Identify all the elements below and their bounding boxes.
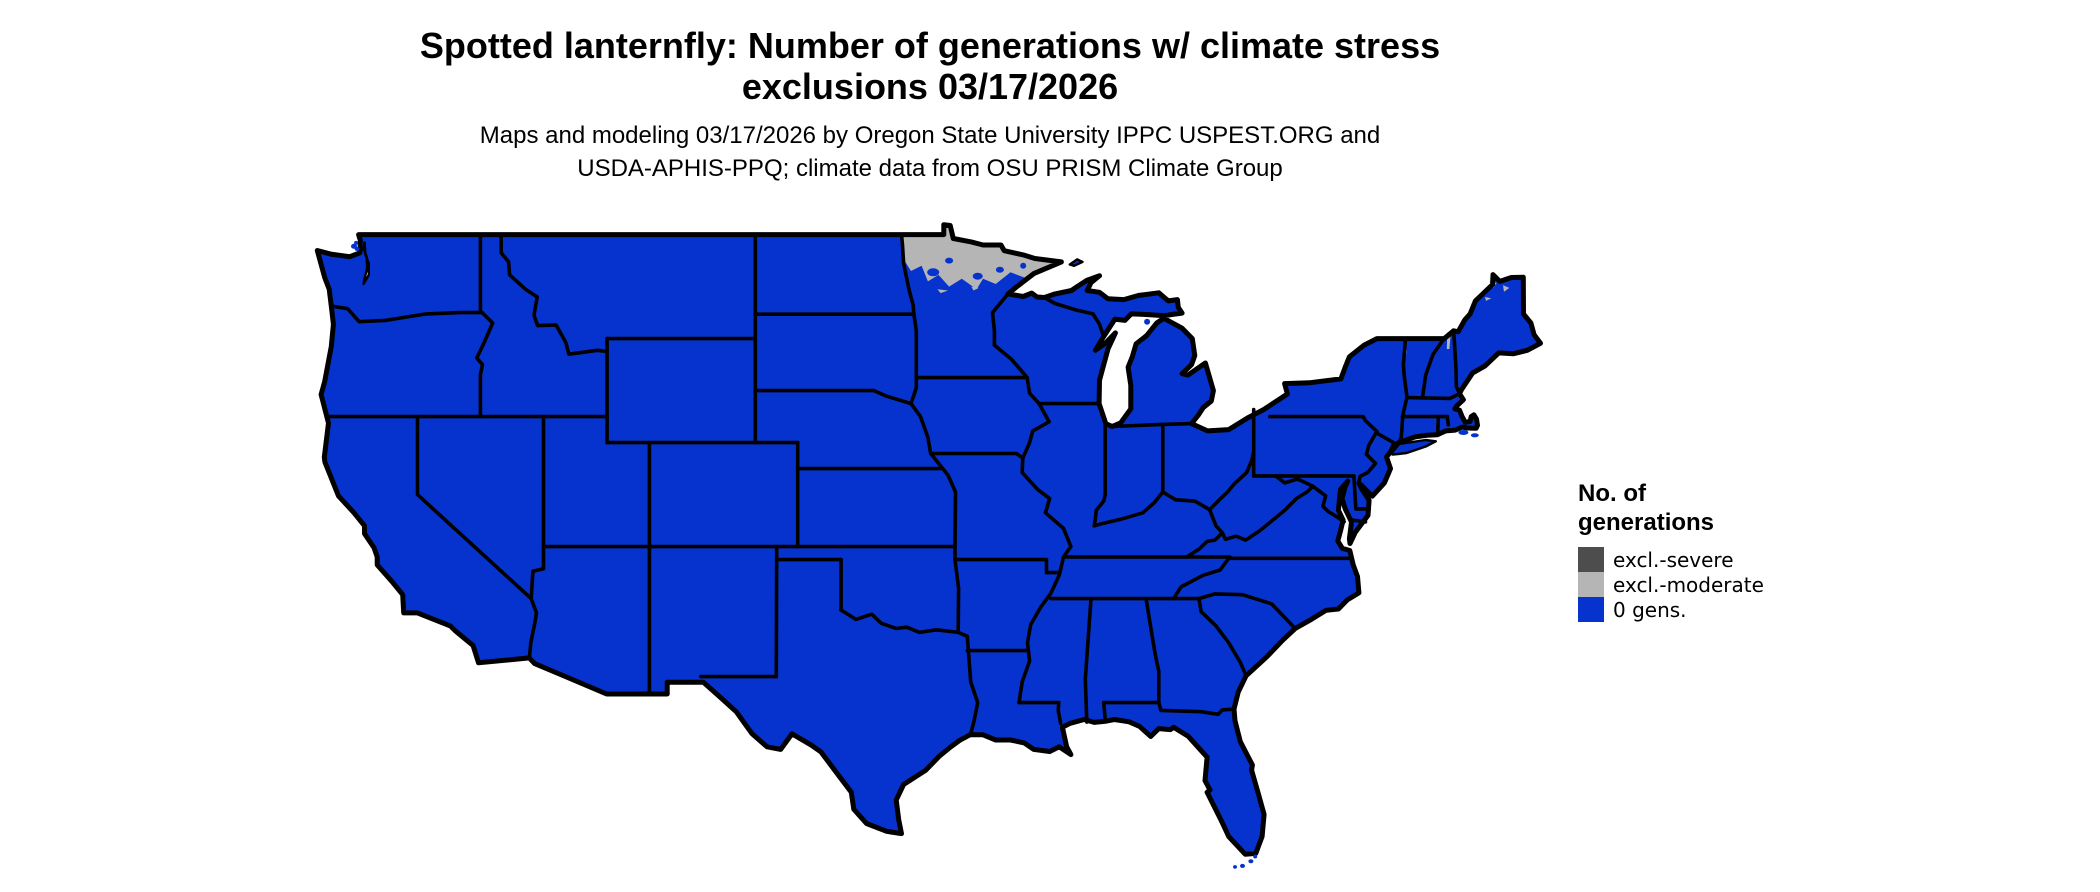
us-outline-stroke — [314, 222, 1543, 857]
excl-moderate-speck — [971, 286, 979, 291]
state-border — [1352, 474, 1372, 511]
state-border — [1268, 414, 1379, 434]
island-dot — [1248, 859, 1254, 864]
us-generations-map — [301, 219, 1551, 885]
state-border — [1101, 700, 1236, 717]
island — [1068, 258, 1084, 267]
state-border — [953, 544, 961, 635]
legend-item-label: excl.-moderate — [1613, 572, 1764, 597]
legend-item-label: 0 gens. — [1613, 597, 1687, 622]
state-border — [415, 414, 539, 660]
island-dot — [1233, 865, 1237, 869]
state-border — [475, 310, 495, 419]
state-border — [1083, 596, 1093, 724]
us-outline-fill — [317, 224, 1541, 855]
state-border — [1220, 484, 1315, 542]
state-border — [839, 608, 960, 635]
state-border — [1184, 507, 1225, 559]
legend-item-label: excl.-severe — [1613, 547, 1734, 572]
state-border — [753, 388, 913, 406]
legend-title: No. of generations — [1578, 479, 1764, 537]
state-border — [1171, 555, 1232, 601]
state-border — [1356, 429, 1379, 485]
state-border — [499, 232, 609, 356]
island-dot — [1458, 430, 1469, 435]
map-title-line2: exclusions 03/17/2026 — [741, 66, 1119, 107]
map-subtitle: Maps and modeling 03/17/2026 by Oregon S… — [0, 119, 1860, 185]
island-dot — [1144, 318, 1151, 325]
island-dot — [354, 240, 359, 245]
state-border — [1092, 421, 1107, 528]
excl-moderate-speck — [937, 289, 948, 294]
state-border — [899, 232, 916, 316]
zero-gens-enclave — [995, 266, 1004, 273]
legend-items: excl.-severe excl.-moderate 0 gens. — [1578, 547, 1764, 622]
state-border — [1101, 700, 1108, 724]
legend-title-line1: No. of — [1578, 480, 1646, 507]
excl-moderate-speck — [1485, 297, 1492, 301]
state-border — [1017, 700, 1063, 726]
state-border — [909, 312, 919, 406]
legend-item: excl.-moderate — [1578, 572, 1764, 597]
legend-item: excl.-severe — [1578, 547, 1764, 572]
island — [1390, 438, 1437, 456]
state-border — [1375, 431, 1396, 445]
state-border — [1042, 295, 1106, 339]
map-subtitle-line2: USDA-APHIS-PPQ; climate data from OSU PR… — [577, 155, 1283, 182]
state-border — [329, 304, 484, 324]
map-title-line1: Spotted lanternfly: Number of generation… — [419, 25, 1441, 66]
state-border — [956, 630, 980, 737]
island-dot — [1253, 854, 1258, 859]
excl-moderate-speck — [1503, 285, 1510, 292]
state-border — [953, 557, 1061, 575]
zero-gens-enclave — [972, 272, 983, 280]
state-border — [1273, 474, 1346, 524]
state-border — [1197, 596, 1248, 678]
zero-gens-enclave — [927, 268, 940, 277]
island-dot — [1240, 863, 1245, 868]
state-border — [529, 414, 546, 601]
state-border — [990, 292, 1010, 347]
legend-item: 0 gens. — [1578, 597, 1764, 622]
map-subtitle-line1: Maps and modeling 03/17/2026 by Oregon S… — [479, 122, 1381, 149]
us-map-svg — [314, 222, 1543, 869]
state-border — [1144, 596, 1161, 705]
legend-swatch-excl-severe — [1578, 547, 1604, 572]
state-border — [1110, 421, 1194, 429]
state-border — [1420, 336, 1446, 400]
state-border — [1451, 329, 1462, 396]
state-border — [1435, 414, 1441, 434]
zero-gens-enclave — [945, 257, 954, 264]
state-border — [1197, 592, 1297, 631]
map-title: Spotted lanternfly: Number of generation… — [0, 25, 1860, 107]
island-dot — [354, 246, 360, 251]
state-border — [1405, 391, 1462, 401]
state-border — [1092, 450, 1256, 528]
state-border — [1445, 414, 1451, 427]
excl-moderate-region-minnesota — [902, 224, 1062, 290]
legend: No. of generations excl.-severe excl.-mo… — [1578, 479, 1764, 622]
island-dot — [1470, 433, 1479, 438]
puget-sound-water — [362, 241, 370, 286]
legend-swatch-0-gens — [1578, 597, 1604, 622]
legend-swatch-excl-moderate — [1578, 572, 1604, 597]
state-border — [928, 451, 1025, 460]
legend-title-line2: generations — [1578, 509, 1715, 536]
zero-gens-enclave — [1020, 262, 1027, 269]
